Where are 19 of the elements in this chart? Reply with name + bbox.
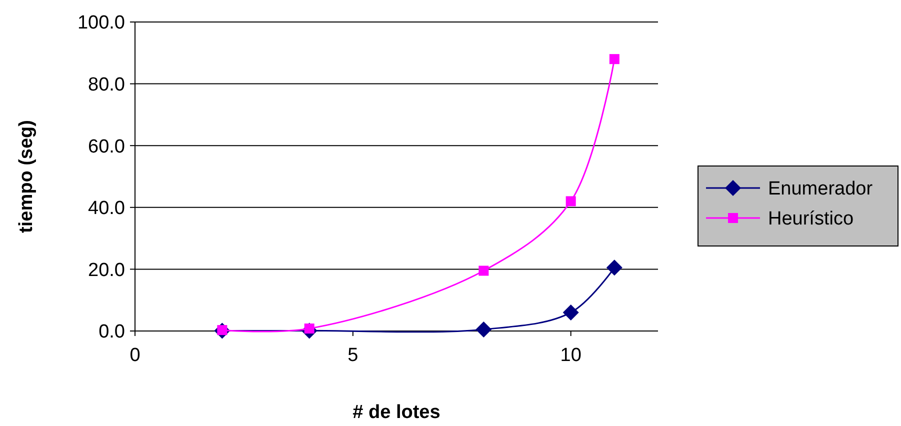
- point: [566, 196, 576, 206]
- y-tick-label: 20.0: [88, 260, 125, 281]
- legend-label: Heurístico: [768, 208, 854, 230]
- point: [478, 266, 489, 276]
- x-tick-label: 10: [560, 345, 582, 366]
- y-tick-label: 0.0: [98, 322, 125, 343]
- y-axis-title: tiempo (seg): [16, 120, 37, 233]
- point: [609, 54, 620, 64]
- x-tick-label: 0: [130, 345, 140, 366]
- point: [562, 304, 579, 320]
- y-tick-label: 100.0: [77, 12, 125, 34]
- y-tick-label: 80.0: [88, 74, 125, 96]
- y-tick-label: 40.0: [88, 198, 125, 220]
- y-tick-label: 60.0: [88, 136, 125, 158]
- point: [606, 260, 622, 276]
- x-tick-label: 5: [348, 345, 358, 366]
- x-axis-title: # de lotes: [352, 402, 440, 423]
- point: [476, 321, 492, 338]
- legend-label: Enumerador: [768, 178, 874, 200]
